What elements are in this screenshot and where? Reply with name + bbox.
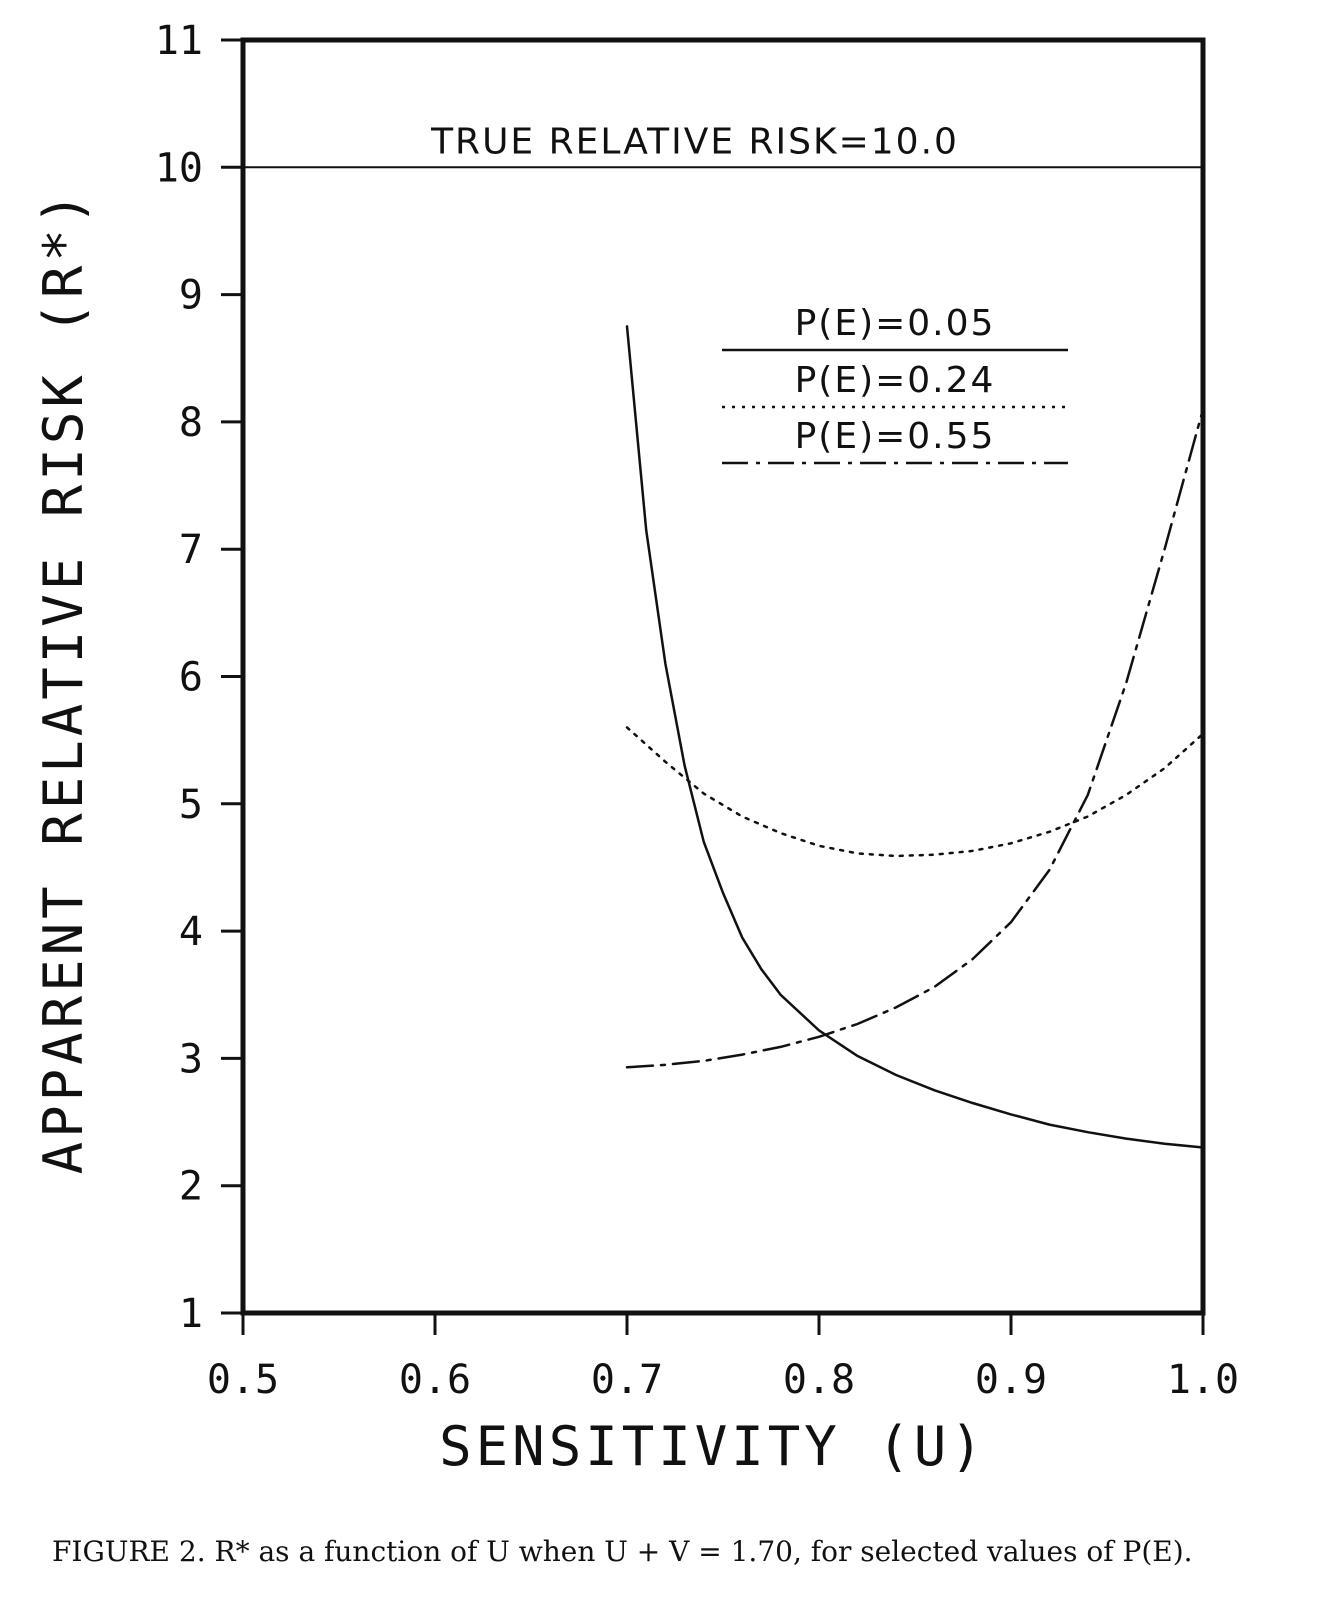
x-tick-label: 0.5 bbox=[207, 1357, 279, 1403]
x-axis-ticks: 0.5 0.6 0.7 0.8 0.9 1.0 bbox=[207, 1313, 1239, 1403]
x-axis-title: SENSITIVITY (U) bbox=[439, 1415, 987, 1478]
x-tick-label: 0.6 bbox=[399, 1357, 471, 1403]
series-line-dotted bbox=[625, 726, 1205, 858]
true-relative-risk-label: TRUE RELATIVE RISK=10.0 bbox=[430, 121, 959, 162]
legend-label: P(E)=0.05 bbox=[795, 303, 996, 344]
series-group bbox=[625, 325, 1205, 1149]
y-tick-label: 9 bbox=[179, 273, 203, 319]
plot-border bbox=[240, 37, 1206, 1316]
x-tick-label: 1.0 bbox=[1167, 1357, 1239, 1403]
y-axis-ticks: 1 2 3 4 5 6 7 8 9 10 11 bbox=[155, 18, 243, 1337]
figure-caption: FIGURE 2. R* as a function of U when U +… bbox=[52, 1535, 1292, 1568]
legend: P(E)=0.05 P(E)=0.24 P(E)=0.55 bbox=[722, 303, 1068, 465]
reference-line-group: TRUE RELATIVE RISK=10.0 bbox=[243, 121, 1203, 169]
y-tick-label: 5 bbox=[179, 782, 203, 828]
legend-label: P(E)=0.55 bbox=[795, 416, 996, 457]
x-tick-label: 0.7 bbox=[591, 1357, 663, 1403]
y-tick-label: 6 bbox=[179, 655, 203, 701]
y-tick-label: 7 bbox=[179, 527, 203, 573]
series-line-solid bbox=[625, 325, 1205, 1149]
plot-frame bbox=[240, 37, 1206, 1316]
y-tick-label: 2 bbox=[179, 1164, 203, 1210]
chart: TRUE RELATIVE RISK=10.0 P(E)=0.05P(E)=0.… bbox=[32, 18, 1239, 1478]
x-tick-label: 0.9 bbox=[975, 1357, 1047, 1403]
caption-prefix: FIGURE 2. bbox=[52, 1535, 206, 1568]
series-line-dash-dot bbox=[625, 407, 1205, 1069]
y-tick-label: 10 bbox=[155, 145, 203, 191]
y-tick-label: 1 bbox=[179, 1291, 203, 1337]
x-tick-label: 0.8 bbox=[783, 1357, 855, 1403]
y-axis-title: APPARENT RELATIVE RISK (R*) bbox=[32, 189, 95, 1175]
caption-text: R* as a function of U when U + V = 1.70,… bbox=[214, 1535, 1193, 1568]
y-tick-label: 11 bbox=[155, 18, 203, 64]
legend-label: P(E)=0.24 bbox=[795, 360, 996, 401]
y-tick-label: 3 bbox=[179, 1036, 203, 1082]
y-tick-label: 4 bbox=[179, 909, 203, 955]
y-tick-label: 8 bbox=[179, 400, 203, 446]
